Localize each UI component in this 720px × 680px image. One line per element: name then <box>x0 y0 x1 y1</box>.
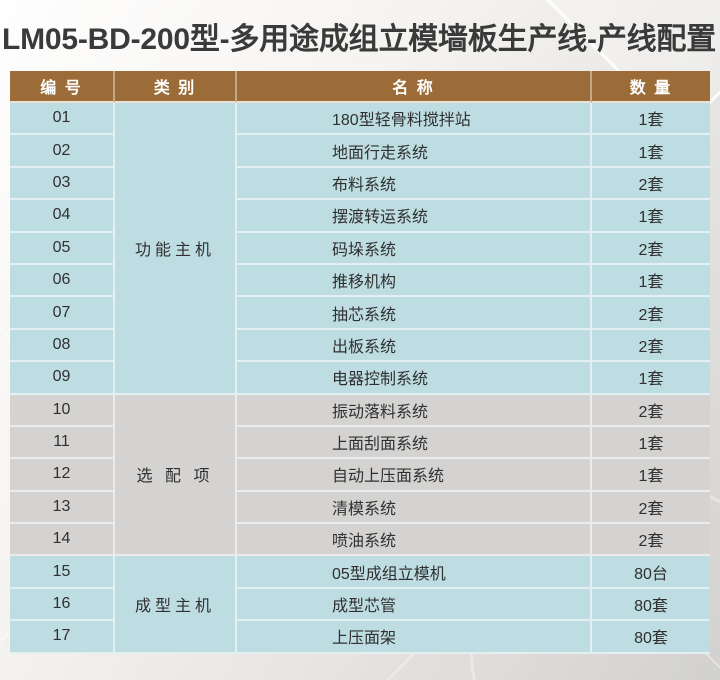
col-header-category: 类 别 <box>115 71 237 103</box>
row-number-cell: 01 <box>10 103 115 136</box>
row-quantity-cell: 2套 <box>592 167 710 201</box>
page-title: LM05-BD-200型-多用途成组立模墙板生产线-产线配置 <box>2 23 717 56</box>
config-table: 编 号 类 别 名 称 数 量 功能主机 01 180型轻骨料搅拌站 1套 02 地面行走… <box>10 71 710 654</box>
row-quantity-cell: 1套 <box>592 135 710 168</box>
row-quantity-cell: 1套 <box>592 459 710 492</box>
row-quantity-cell: 1套 <box>592 426 710 460</box>
row-number-cell: 10 <box>10 394 115 427</box>
row-name-cell: 出板系统 <box>237 329 592 363</box>
row-quantity-cell: 2套 <box>592 329 710 363</box>
row-number-cell: 04 <box>10 200 115 233</box>
row-number-cell: 02 <box>10 135 115 168</box>
category-cell: 成型主机 <box>115 556 237 654</box>
row-name-cell: 抽芯系统 <box>237 297 592 330</box>
row-quantity-cell: 1套 <box>592 103 710 136</box>
row-name-cell: 清模系统 <box>237 491 592 525</box>
row-name-cell: 推移机构 <box>237 264 592 298</box>
row-number-cell: 08 <box>10 329 115 363</box>
row-name-cell: 码垛系统 <box>237 232 592 265</box>
row-number-cell: 12 <box>10 459 115 492</box>
row-quantity-cell: 2套 <box>592 394 710 427</box>
row-number-cell: 06 <box>10 264 115 298</box>
row-quantity-cell: 2套 <box>592 232 710 265</box>
row-name-cell: 180型轻骨料搅拌站 <box>237 103 592 136</box>
row-number-cell: 13 <box>10 491 115 525</box>
row-name-cell: 喷油系统 <box>237 524 592 557</box>
row-name-cell: 成型芯管 <box>237 588 592 622</box>
category-cell: 选 配 项 <box>115 394 237 557</box>
row-quantity-cell: 1套 <box>592 362 710 395</box>
row-name-cell: 电器控制系统 <box>237 362 592 395</box>
row-number-cell: 03 <box>10 167 115 201</box>
row-quantity-cell: 80台 <box>592 556 710 589</box>
row-quantity-cell: 2套 <box>592 524 710 557</box>
row-quantity-cell: 80套 <box>592 621 710 654</box>
row-quantity-cell: 1套 <box>592 264 710 298</box>
row-number-cell: 09 <box>10 362 115 395</box>
row-number-cell: 15 <box>10 556 115 589</box>
row-quantity-cell: 2套 <box>592 491 710 525</box>
col-header-name: 名 称 <box>237 71 592 103</box>
row-name-cell: 地面行走系统 <box>237 135 592 168</box>
row-number-cell: 07 <box>10 297 115 330</box>
row-name-cell: 摆渡转运系统 <box>237 200 592 233</box>
row-number-cell: 17 <box>10 621 115 654</box>
row-name-cell: 自动上压面系统 <box>237 459 592 492</box>
row-name-cell: 振动落料系统 <box>237 394 592 427</box>
col-header-quantity: 数 量 <box>592 71 710 103</box>
row-name-cell: 上面刮面系统 <box>237 426 592 460</box>
row-number-cell: 14 <box>10 524 115 557</box>
row-quantity-cell: 1套 <box>592 200 710 233</box>
row-name-cell: 上压面架 <box>237 621 592 654</box>
row-number-cell: 05 <box>10 232 115 265</box>
row-number-cell: 11 <box>10 426 115 460</box>
col-header-number: 编 号 <box>10 71 115 103</box>
row-number-cell: 16 <box>10 588 115 622</box>
row-name-cell: 布料系统 <box>237 167 592 201</box>
row-name-cell: 05型成组立模机 <box>237 556 592 589</box>
row-quantity-cell: 2套 <box>592 297 710 330</box>
category-cell: 功能主机 <box>115 103 237 395</box>
row-quantity-cell: 80套 <box>592 588 710 622</box>
